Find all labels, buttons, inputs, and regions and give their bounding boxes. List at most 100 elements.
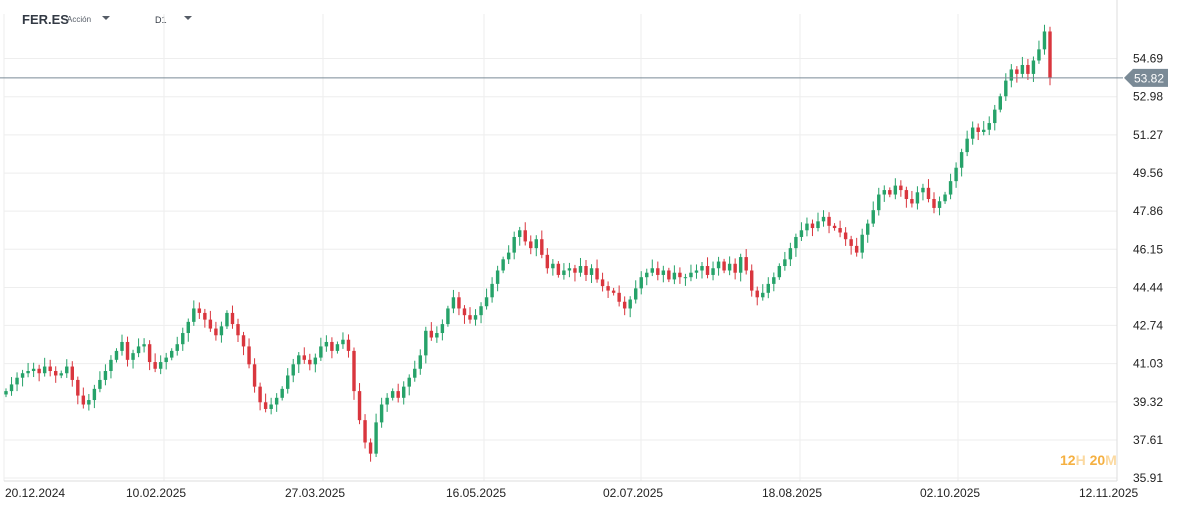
candle-body bbox=[783, 259, 787, 267]
candle-body bbox=[462, 308, 467, 316]
candle-body bbox=[888, 190, 892, 195]
candle-body bbox=[136, 346, 141, 354]
candle-body bbox=[346, 339, 351, 351]
candle-body bbox=[31, 368, 36, 372]
candle-countdown: 12H 20M bbox=[1060, 452, 1117, 468]
symbol-dropdown-chevron-down-icon[interactable] bbox=[102, 16, 110, 20]
candle-body bbox=[843, 232, 848, 240]
candle-body bbox=[120, 341, 124, 351]
x-tick-label: 20.12.2024 bbox=[5, 486, 65, 500]
x-tick-label: 27.03.2025 bbox=[285, 486, 345, 500]
candle-body bbox=[545, 254, 550, 269]
candle-body bbox=[313, 357, 318, 365]
candle-body bbox=[622, 301, 627, 309]
candle-body bbox=[1009, 69, 1014, 81]
y-tick-label: 39.32 bbox=[1133, 395, 1163, 409]
candle-body bbox=[512, 236, 516, 253]
candle-body bbox=[158, 362, 163, 369]
candle-body bbox=[705, 266, 710, 275]
candle-body bbox=[744, 257, 748, 271]
candle-body bbox=[319, 346, 323, 358]
candle-body bbox=[534, 239, 538, 249]
candle-body bbox=[114, 350, 119, 360]
candle-body bbox=[794, 236, 798, 249]
candle-body bbox=[810, 223, 815, 229]
candle-body bbox=[755, 290, 759, 298]
candle-body bbox=[816, 221, 820, 229]
y-tick-label: 44.44 bbox=[1133, 280, 1163, 294]
candle-body bbox=[37, 368, 41, 374]
candle-body bbox=[186, 321, 190, 334]
candle-body bbox=[286, 375, 290, 389]
candle-body bbox=[368, 442, 373, 454]
candle-body bbox=[164, 357, 168, 363]
candle-body bbox=[1042, 31, 1047, 50]
candle-body bbox=[280, 388, 284, 398]
candle-body bbox=[700, 266, 704, 271]
candle-body bbox=[302, 355, 306, 360]
candle-body bbox=[877, 194, 881, 211]
candle-body bbox=[904, 190, 909, 200]
candle-body bbox=[48, 366, 52, 372]
candle-body bbox=[656, 268, 660, 275]
candle-body bbox=[65, 366, 69, 374]
candle-body bbox=[821, 216, 826, 222]
x-tick-label: 10.02.2025 bbox=[126, 486, 186, 500]
candle-body bbox=[418, 355, 422, 369]
candle-body bbox=[92, 388, 97, 401]
candle-body bbox=[70, 366, 74, 380]
candle-body bbox=[750, 270, 754, 291]
candle-body bbox=[440, 324, 445, 334]
candle-body bbox=[457, 297, 461, 309]
candle-body bbox=[54, 371, 58, 376]
candle-body bbox=[932, 199, 936, 208]
y-tick-label: 49.56 bbox=[1133, 166, 1163, 180]
candle-body bbox=[247, 346, 251, 365]
candle-body bbox=[694, 270, 699, 273]
candle-body bbox=[628, 299, 632, 309]
candle-body bbox=[954, 167, 958, 182]
candle-body bbox=[589, 268, 594, 275]
candle-body bbox=[518, 230, 522, 237]
candle-body bbox=[175, 344, 179, 351]
candle-body bbox=[711, 268, 715, 275]
candle-body bbox=[241, 335, 246, 347]
candle-body bbox=[484, 297, 489, 307]
candle-body bbox=[600, 279, 605, 287]
candle-body bbox=[921, 187, 925, 193]
candle-body bbox=[181, 333, 185, 345]
candle-body bbox=[263, 402, 268, 409]
candle-body bbox=[192, 308, 196, 322]
candle-body bbox=[390, 391, 395, 398]
timeframe-selector[interactable]: D1 bbox=[155, 15, 167, 25]
candle-body bbox=[258, 386, 262, 403]
candle-body bbox=[335, 344, 340, 351]
timeframe-dropdown-chevron-down-icon[interactable] bbox=[184, 16, 192, 20]
candle-body bbox=[838, 228, 842, 233]
chart-toolbar: FER.ES Acción D1 bbox=[0, 0, 1199, 36]
candle-body bbox=[959, 152, 964, 168]
countdown-minutes: 20 bbox=[1089, 452, 1106, 468]
candle-body bbox=[131, 353, 135, 360]
candle-body bbox=[252, 364, 257, 387]
candle-body bbox=[4, 391, 8, 395]
candle-body bbox=[153, 362, 157, 369]
candle-body bbox=[578, 266, 583, 273]
candle-body bbox=[1031, 60, 1036, 74]
candle-body bbox=[551, 263, 555, 269]
x-tick-label: 18.08.2025 bbox=[762, 486, 822, 500]
candle-body bbox=[435, 333, 439, 338]
countdown-minutes-unit: M bbox=[1105, 452, 1117, 468]
y-tick-label: 46.15 bbox=[1133, 242, 1163, 256]
y-tick-label: 37.61 bbox=[1133, 433, 1163, 447]
candle-body bbox=[871, 210, 875, 224]
candle-body bbox=[1026, 64, 1030, 74]
candle-body bbox=[584, 266, 588, 275]
candle-body bbox=[291, 364, 295, 376]
symbol-label[interactable]: FER.ES bbox=[22, 12, 69, 27]
candle-body bbox=[915, 192, 920, 204]
candle-body bbox=[689, 272, 693, 278]
candle-body bbox=[214, 328, 218, 336]
candle-body bbox=[617, 292, 621, 302]
